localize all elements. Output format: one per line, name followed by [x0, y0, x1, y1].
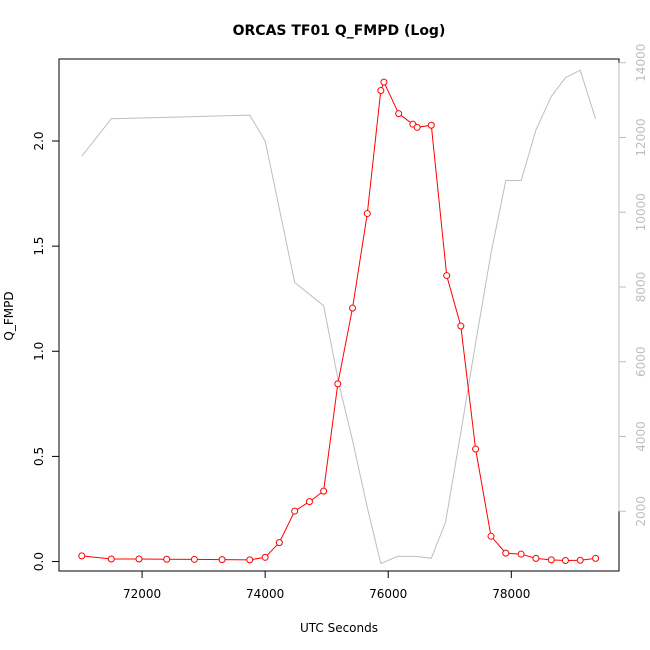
- data-point: [135, 555, 143, 563]
- data-point: [163, 555, 171, 563]
- data-point: [517, 550, 525, 558]
- data-point: [218, 556, 226, 564]
- data-point: [395, 110, 403, 118]
- data-point: [561, 556, 569, 564]
- data-point: [349, 304, 357, 312]
- data-point: [472, 445, 480, 453]
- data-point: [275, 539, 283, 547]
- data-point: [107, 555, 115, 563]
- chart-title: ORCAS TF01 Q_FMPD (Log): [233, 23, 446, 39]
- y2-tick-label: 10000: [634, 193, 648, 231]
- y-axis-label: Q_FMPD: [2, 291, 16, 340]
- data-point: [487, 532, 495, 540]
- plot-box: [58, 58, 620, 572]
- data-point: [291, 507, 299, 515]
- y2-tick-label: 8000: [634, 272, 648, 303]
- data-point: [380, 78, 388, 86]
- data-point: [576, 556, 584, 564]
- data-point: [547, 556, 555, 564]
- y2-tick-label: 12000: [634, 118, 648, 156]
- y2-tick-label: 2000: [634, 496, 648, 527]
- y-tick-label: 0.0: [32, 552, 46, 571]
- series-line-right: [81, 69, 597, 565]
- data-point: [261, 553, 269, 561]
- x-axis: 72000 74000 76000 78000: [123, 570, 530, 601]
- y2-tick-label: 14000: [634, 44, 648, 82]
- data-point: [592, 554, 600, 562]
- x-tick-label: 78000: [492, 587, 530, 601]
- y-tick-label: 0.5: [32, 447, 46, 466]
- data-point: [413, 123, 421, 131]
- y-axis-left: 0.0 0.5 1.0 1.5 2.0: [32, 131, 60, 571]
- x-tick-label: 74000: [246, 587, 284, 601]
- data-point: [443, 272, 451, 280]
- data-point: [334, 380, 342, 388]
- data-point: [457, 322, 465, 330]
- x-axis-label: UTC Seconds: [300, 621, 378, 635]
- y-tick-label: 1.5: [32, 237, 46, 256]
- data-point: [502, 549, 510, 557]
- data-point: [363, 210, 371, 218]
- y-tick-label: 2.0: [32, 131, 46, 150]
- x-tick-label: 76000: [369, 587, 407, 601]
- series-line-left: [81, 80, 596, 562]
- data-point: [532, 554, 540, 562]
- y2-tick-label: 4000: [634, 421, 648, 452]
- data-point: [427, 121, 435, 129]
- y-axis-right: 2000 4000 6000 8000 10000 12000 14000: [618, 44, 648, 527]
- x-tick-label: 72000: [123, 587, 161, 601]
- data-point: [377, 87, 385, 95]
- data-point: [305, 498, 313, 506]
- series-layer: [78, 69, 600, 565]
- data-point: [190, 555, 198, 563]
- data-point: [78, 552, 86, 560]
- y-tick-label: 1.0: [32, 342, 46, 361]
- y2-tick-label: 6000: [634, 346, 648, 377]
- data-point: [246, 556, 254, 564]
- data-point: [320, 487, 328, 495]
